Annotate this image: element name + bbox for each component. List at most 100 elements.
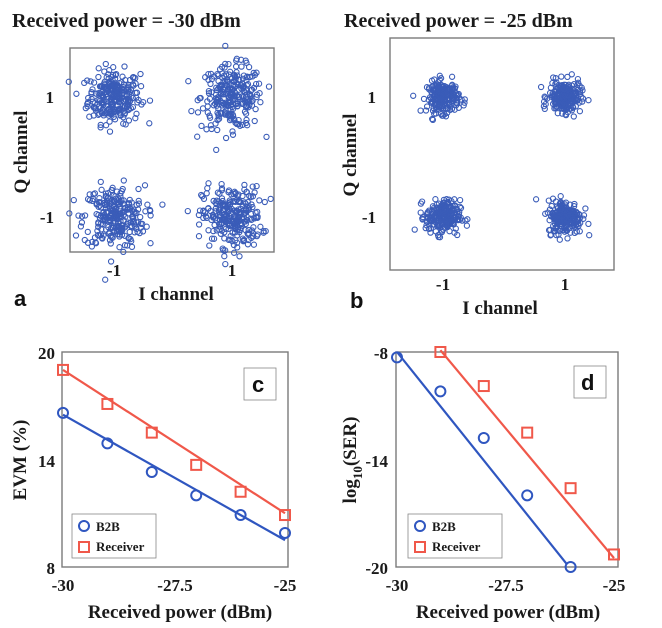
panel-d-legend-receiver: Receiver xyxy=(432,539,481,554)
constellation-point xyxy=(107,258,115,265)
fit-line-receiver xyxy=(439,349,615,559)
constellation-point xyxy=(117,212,124,220)
constellation-point xyxy=(456,196,464,204)
panel-c-ytick-1: 20 xyxy=(38,344,55,363)
constellation-point xyxy=(107,232,114,240)
constellation-point xyxy=(442,113,450,120)
data-point-receiver xyxy=(434,346,447,358)
panel-c-frame xyxy=(61,351,289,568)
constellation-point xyxy=(219,74,226,81)
constellation-point xyxy=(140,99,147,106)
constellation-point xyxy=(228,86,236,94)
constellation-point xyxy=(232,63,240,70)
fit-line-b2b xyxy=(396,351,568,565)
constellation-point xyxy=(564,235,571,242)
constellation-point xyxy=(235,76,243,84)
constellation-point xyxy=(217,230,224,237)
constellation-point xyxy=(248,102,256,109)
constellation-point xyxy=(77,223,85,230)
constellation-point xyxy=(66,210,73,217)
constellation-point xyxy=(576,90,584,98)
constellation-point xyxy=(132,80,139,87)
constellation-point xyxy=(87,78,94,85)
constellation-point xyxy=(225,60,232,68)
constellation-point xyxy=(108,233,115,241)
constellation-point xyxy=(221,229,228,236)
panel-d-letter: d xyxy=(581,370,594,395)
data-point-receiver xyxy=(145,426,158,439)
constellation-point xyxy=(218,110,225,117)
panel-d-xtick-1: -30 xyxy=(386,576,409,595)
panel-a-frame xyxy=(69,47,275,253)
data-point-receiver xyxy=(57,363,69,376)
constellation-point xyxy=(248,227,256,234)
constellation-point xyxy=(563,104,571,111)
constellation-point xyxy=(553,79,560,86)
constellation-point xyxy=(423,103,431,110)
constellation-point xyxy=(218,186,226,194)
constellation-point xyxy=(82,104,89,112)
constellation-point xyxy=(147,207,154,215)
constellation-point xyxy=(205,227,212,234)
constellation-point xyxy=(96,202,103,209)
constellation-point xyxy=(217,83,224,90)
panel-c-legend-b2b: B2B xyxy=(96,519,120,534)
constellation-point xyxy=(97,220,104,228)
constellation-point xyxy=(442,220,450,228)
panel-a-xtick-1: -1 xyxy=(107,261,121,280)
constellation-point xyxy=(551,93,559,100)
constellation-point xyxy=(243,82,251,89)
constellation-point xyxy=(553,99,561,107)
constellation-point xyxy=(232,189,239,197)
panel-b-frame xyxy=(389,37,615,271)
constellation-point xyxy=(229,128,236,135)
constellation-point xyxy=(113,70,120,78)
constellation-point xyxy=(558,101,566,108)
constellation-point xyxy=(194,97,201,104)
constellation-point xyxy=(463,222,471,229)
constellation-point xyxy=(102,193,109,200)
constellation-point xyxy=(453,99,460,106)
constellation-point xyxy=(411,226,418,233)
constellation-point xyxy=(429,115,436,123)
constellation-point xyxy=(261,198,268,206)
constellation-point xyxy=(561,85,568,93)
constellation-point xyxy=(228,191,235,198)
constellation-point xyxy=(146,97,154,104)
constellation-point xyxy=(561,201,569,208)
constellation-point xyxy=(570,113,577,120)
constellation-point xyxy=(246,192,253,200)
constellation-point xyxy=(122,121,129,128)
constellation-point xyxy=(542,210,549,217)
constellation-point xyxy=(246,73,254,81)
panel-b-title: Received power = -25 dBm xyxy=(344,10,573,32)
data-point-receiver xyxy=(477,380,490,393)
constellation-point xyxy=(134,228,141,236)
constellation-point xyxy=(124,84,132,92)
constellation-point xyxy=(562,111,570,119)
panel-a-letter: a xyxy=(14,286,27,311)
panel-c-xtick-3: -25 xyxy=(274,576,297,595)
constellation-point xyxy=(429,116,437,124)
constellation-point xyxy=(572,103,579,110)
constellation-point xyxy=(184,207,191,215)
constellation-point xyxy=(431,110,438,118)
constellation-point xyxy=(242,99,249,106)
panel-a-points xyxy=(65,42,274,283)
constellation-point xyxy=(212,205,220,212)
panel-c-ytick-3: 8 xyxy=(47,559,56,578)
constellation-point xyxy=(137,70,144,78)
constellation-point xyxy=(84,103,91,110)
constellation-point xyxy=(219,70,226,77)
constellation-point xyxy=(446,228,453,235)
constellation-point xyxy=(424,208,432,216)
constellation-point xyxy=(222,60,229,68)
constellation-point xyxy=(417,209,424,216)
panel-c-ytick-2: 14 xyxy=(38,452,56,471)
constellation-point xyxy=(427,229,434,236)
constellation-point xyxy=(564,73,571,81)
constellation-point xyxy=(195,211,203,219)
constellation-point xyxy=(540,103,548,110)
constellation-point xyxy=(254,231,261,238)
